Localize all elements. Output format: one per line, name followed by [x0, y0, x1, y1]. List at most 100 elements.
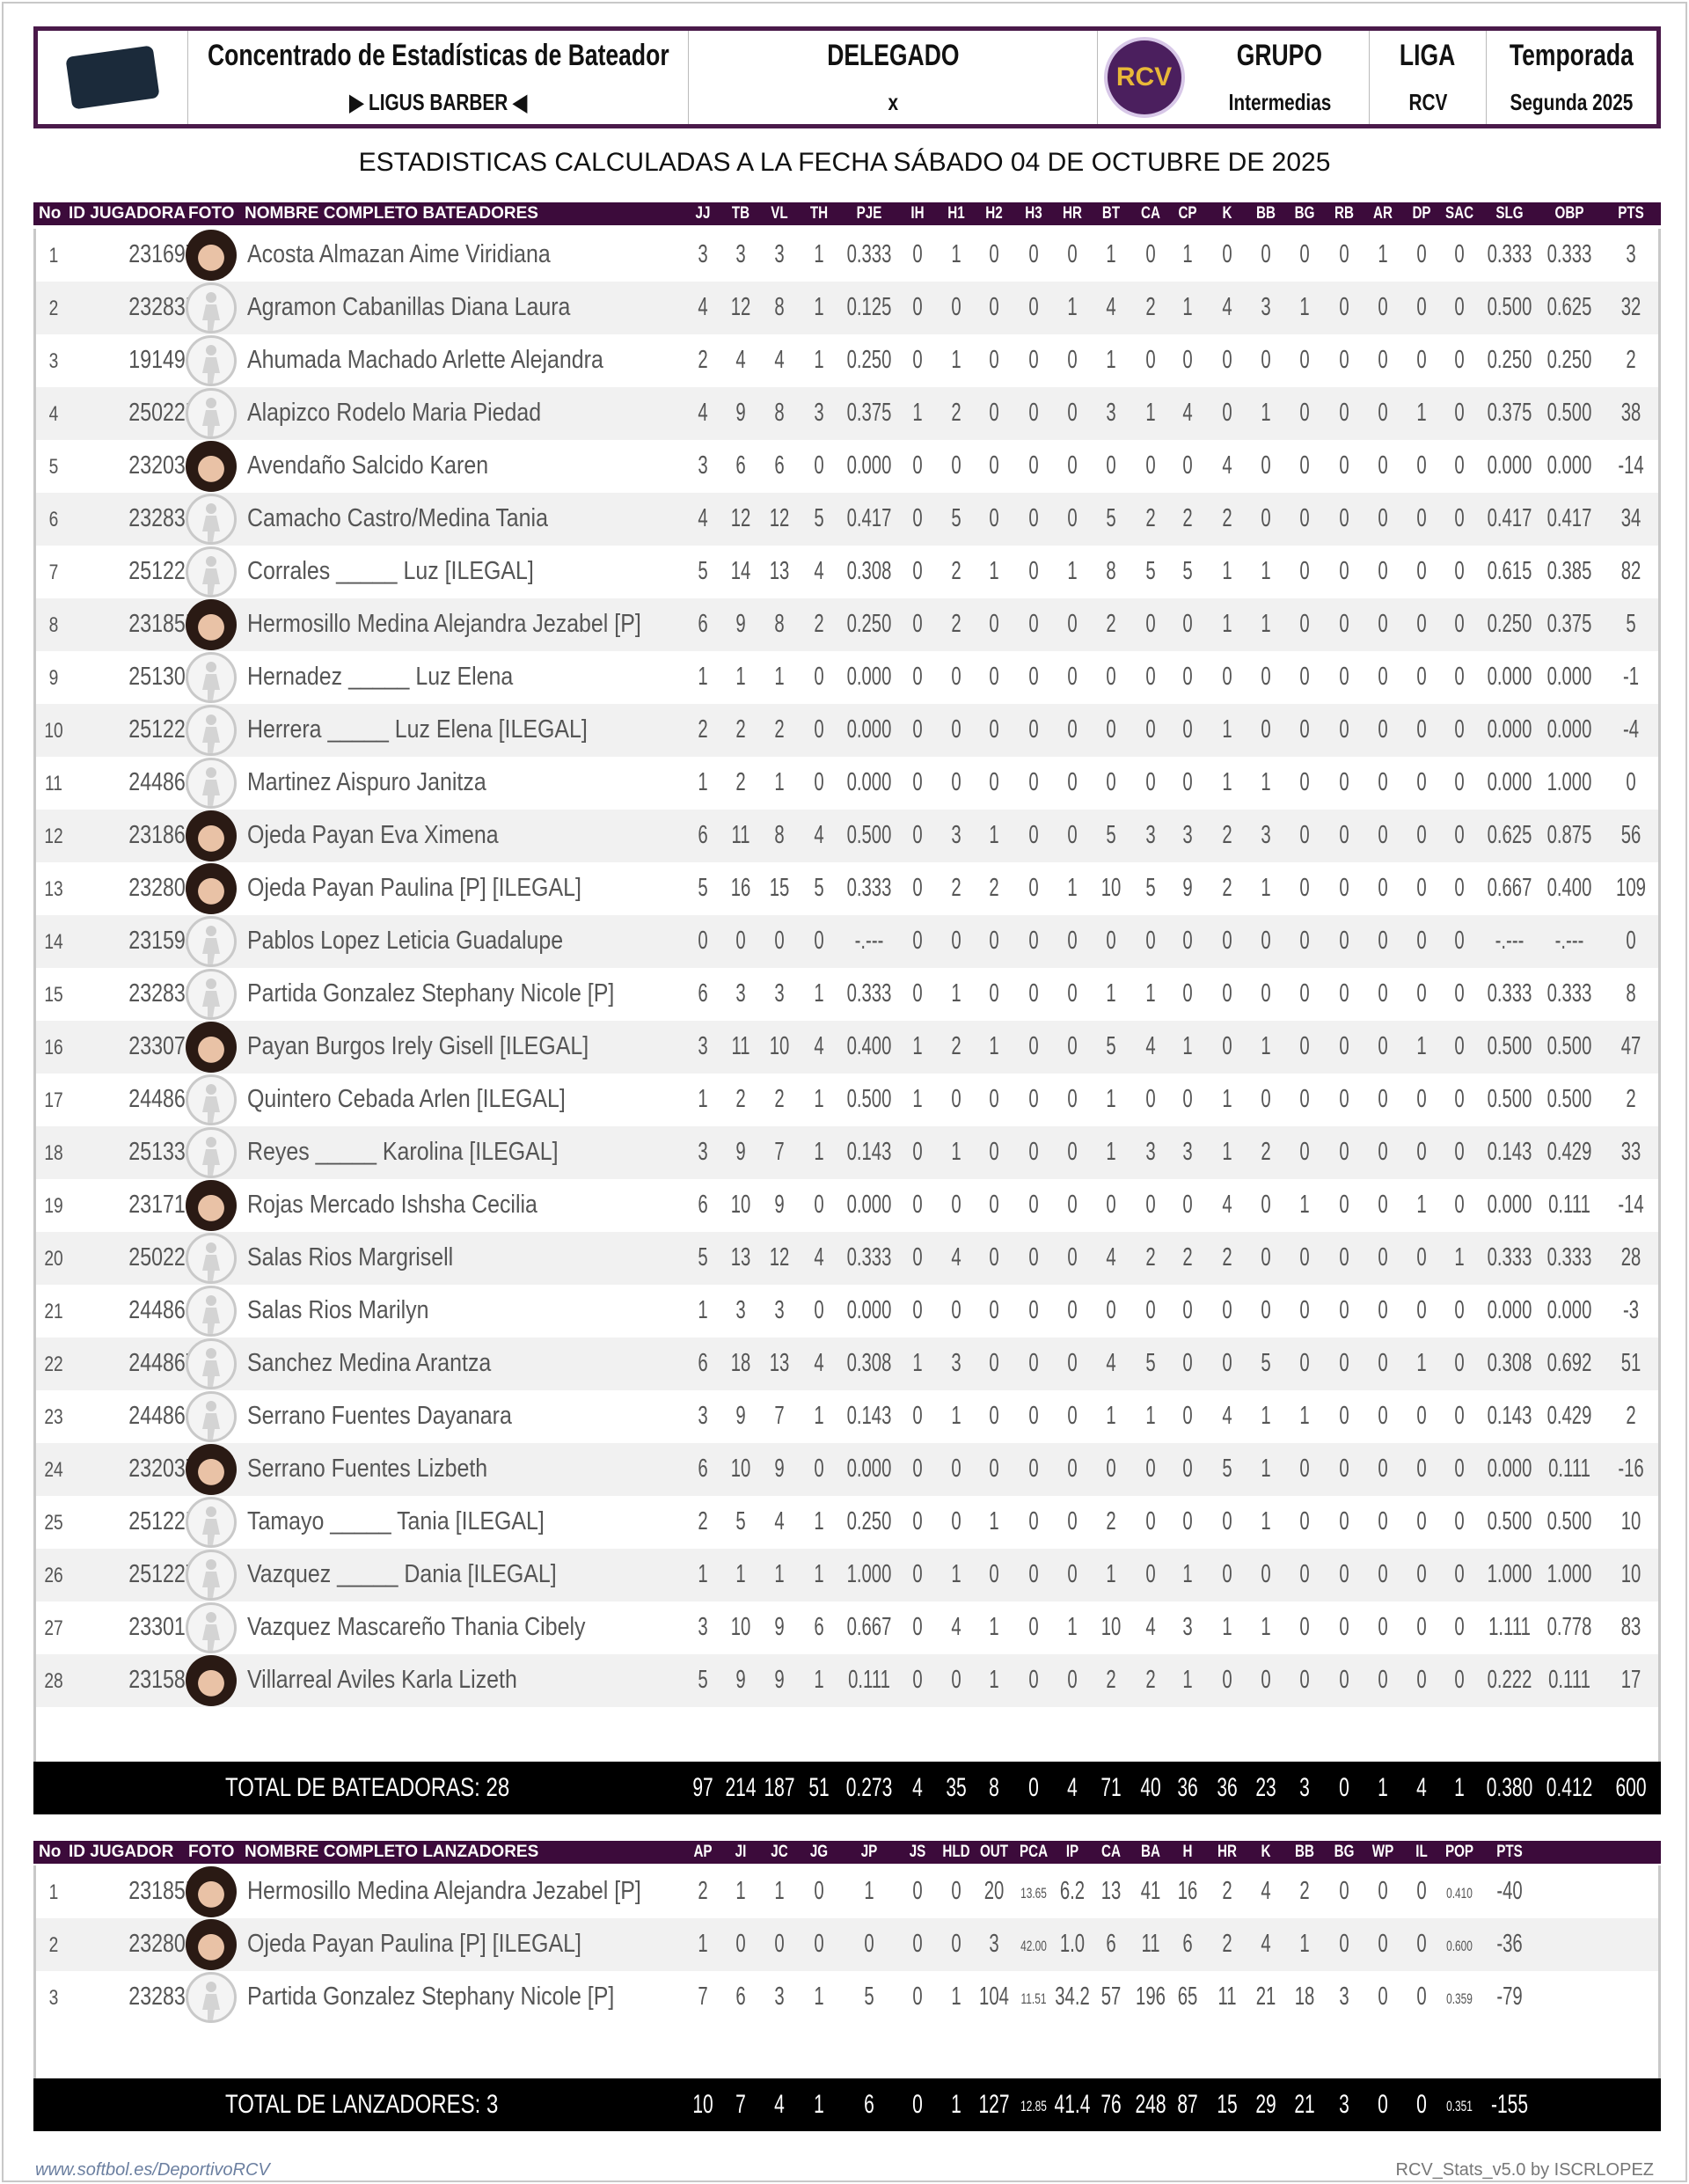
player-photo [186, 1444, 237, 1495]
table-row[interactable]: 7 251226 Corrales _____ Luz [ILEGAL] 5 14 13 4… [36, 546, 1658, 598]
table-row[interactable]: 19 231714 Rojas Mercado Ishsha Cecilia 6 10 9… [36, 1179, 1658, 1232]
footer-link[interactable]: www.softbol.es/DeportivoRCV [35, 2160, 270, 2180]
player-name[interactable]: Ojeda Payan Paulina [P] [ILEGAL] [247, 1930, 581, 1958]
stat-pts: -40 [1496, 1877, 1523, 1905]
table-row[interactable]: 2 232804 Ojeda Payan Paulina [P] [ILEGAL] 1… [36, 1918, 1658, 1971]
table-row[interactable]: 27 233010 Vazquez Mascareño Thania Cibely 3… [36, 1601, 1658, 1654]
table-row[interactable]: 23 244860 Serrano Fuentes Dayanara 3 9 7 1 0.14… [36, 1390, 1658, 1443]
table-row[interactable]: 20 250224 Salas Rios Margrisell 5 13 12 4 0.333… [36, 1232, 1658, 1285]
player-name[interactable]: Salas Rios Margrisell [247, 1243, 454, 1272]
table-row[interactable]: 16 233070 Payan Burgos Irely Gisell [ILEGA… [36, 1021, 1658, 1074]
player-name[interactable]: Camacho Castro/Medina Tania [247, 504, 548, 532]
table-row[interactable]: 8 231855 Hermosillo Medina Alejandra Jezab… [36, 598, 1658, 651]
player-name[interactable]: Tamayo _____ Tania [ILEGAL] [247, 1507, 545, 1535]
stat-sac: 0 [1454, 1507, 1465, 1535]
player-name[interactable]: Acosta Almazan Aime Viridiana [247, 240, 551, 268]
table-row[interactable]: 21 244861 Salas Rios Marilyn 1 3 3 0 0.000 0 0 0 0 0… [36, 1285, 1658, 1338]
player-name[interactable]: Partida Gonzalez Stephany Nicole [P] [247, 1982, 615, 2011]
table-row[interactable]: 18 251330 Reyes _____ Karolina [ILEGAL] 3 9 7… [36, 1126, 1658, 1179]
table-row[interactable]: 28 231589 Villarreal Aviles Karla Lizeth 5 9… [36, 1654, 1658, 1707]
team-name: ▶ LIGUS BARBER ◀ [349, 89, 527, 115]
stat-vl: 12 [769, 504, 790, 532]
stat-ih: 0 [912, 979, 923, 1008]
player-name[interactable]: Salas Rios Marilyn [247, 1296, 429, 1324]
table-row[interactable]: 9 251308 Hernadez _____ Luz Elena 1 1 1 0 0.000… [36, 651, 1658, 704]
player-name[interactable]: Serrano Fuentes Lizbeth [247, 1455, 488, 1483]
player-name[interactable]: Serrano Fuentes Dayanara [247, 1402, 512, 1430]
player-name[interactable]: Agramon Cabanillas Diana Laura [247, 293, 571, 321]
table-row[interactable]: 15 232839 Partida Gonzalez Stephany Nicole… [36, 968, 1658, 1021]
stat-h3: 0 [1028, 821, 1039, 849]
stat-vl: 1 [774, 663, 785, 691]
player-name[interactable]: Reyes _____ Karolina [ILEGAL] [247, 1138, 559, 1166]
table-row[interactable]: 10 251228 Herrera _____ Luz Elena [ILEGAL]… [36, 704, 1658, 757]
table-row[interactable]: 12 231869 Ojeda Payan Eva Ximena 6 11 8 4 0.500… [36, 810, 1658, 862]
stat-ca: 0 [1145, 1507, 1156, 1535]
table-row[interactable]: 26 251227 Vazquez _____ Dania [ILEGAL] 1 1 1 1… [36, 1549, 1658, 1601]
player-name[interactable]: Hermosillo Medina Alejandra Jezabel [P] [247, 610, 641, 638]
stat-h3: 0 [1028, 1138, 1039, 1166]
player-name[interactable]: Corrales _____ Luz [ILEGAL] [247, 557, 534, 585]
stat-vl: 9 [774, 1613, 785, 1641]
table-row[interactable]: 3 232839 Partida Gonzalez Stephany Nicole … [36, 1971, 1658, 2024]
stat-cp: 5 [1182, 557, 1193, 585]
table-row[interactable]: 3 191490 Ahumada Machado Arlette Alejandra… [36, 334, 1658, 387]
player-name[interactable]: Rojas Mercado Ishsha Cecilia [247, 1191, 537, 1219]
player-name[interactable]: Hernadez _____ Luz Elena [247, 663, 514, 691]
table-row[interactable]: 2 232835 Agramon Cabanillas Diana Laura 4 12… [36, 282, 1658, 334]
player-name[interactable]: Partida Gonzalez Stephany Nicole [P] [247, 979, 615, 1008]
player-name[interactable]: Herrera _____ Luz Elena [ILEGAL] [247, 715, 588, 744]
table-row[interactable]: 17 244863 Quintero Cebada Arlen [ILEGAL] 1 2… [36, 1074, 1658, 1126]
stat-bb: 2 [1261, 1138, 1271, 1166]
stat-slg: -.--- [1495, 927, 1524, 955]
player-name[interactable]: Vazquez _____ Dania [ILEGAL] [247, 1560, 557, 1588]
table-row[interactable]: 22 244867 Sanchez Medina Arantza 6 18 13 4 0.30… [36, 1338, 1658, 1390]
stat-cp: 9 [1182, 874, 1193, 902]
player-id: 231697 [128, 240, 197, 268]
table-row[interactable]: 4 250225 Alapizco Rodelo Maria Piedad 4 9 8 3 0… [36, 387, 1658, 440]
stat-hr: 0 [1067, 1507, 1078, 1535]
stat-hr: 0 [1067, 715, 1078, 744]
table-row[interactable]: 1 231855 Hermosillo Medina Alejandra Jezab… [36, 1865, 1658, 1918]
player-name[interactable]: Villarreal Aviles Karla Lizeth [247, 1666, 517, 1694]
player-name[interactable]: Ahumada Machado Arlette Alejandra [247, 346, 603, 374]
player-name[interactable]: Hermosillo Medina Alejandra Jezabel [P] [247, 1877, 641, 1905]
col-header-il: IL [1415, 1843, 1428, 1861]
stat-ca: 0 [1145, 610, 1156, 638]
col-header-k: K [1222, 204, 1232, 223]
table-row[interactable]: 14 231592 Pablos Lopez Leticia Guadalupe 0 0… [36, 915, 1658, 968]
player-name[interactable]: Quintero Cebada Arlen [ILEGAL] [247, 1085, 566, 1113]
stat-vl: 9 [774, 1455, 785, 1483]
row-number: 8 [48, 613, 59, 637]
table-row[interactable]: 25 251225 Tamayo _____ Tania [ILEGAL] 2 5 4 1 0… [36, 1496, 1658, 1549]
player-name[interactable]: Vazquez Mascareño Thania Cibely [247, 1613, 586, 1641]
stat-bg: 1 [1299, 1191, 1310, 1219]
player-name[interactable]: Payan Burgos Irely Gisell [ILEGAL] [247, 1032, 589, 1060]
stat-bg: 1 [1299, 293, 1310, 321]
player-name[interactable]: Ojeda Payan Eva Ximena [247, 821, 499, 849]
player-name[interactable]: Sanchez Medina Arantza [247, 1349, 492, 1377]
player-name[interactable]: Ojeda Payan Paulina [P] [ILEGAL] [247, 874, 581, 902]
stat-cp: 0 [1182, 610, 1193, 638]
col-header-ca: CA [1141, 204, 1160, 223]
table-row[interactable]: 24 232037 Serrano Fuentes Lizbeth 6 10 9 0 0.00… [36, 1443, 1658, 1496]
stat-dp: 1 [1416, 1032, 1427, 1060]
stat-h1: 0 [951, 1296, 961, 1324]
stat-h3: 0 [1028, 557, 1039, 585]
stat-wp: 0 [1378, 1877, 1388, 1905]
table-row[interactable]: 1 231697 Acosta Almazan Aime Viridiana 3 3 3 1… [36, 229, 1658, 282]
table-row[interactable]: 13 232804 Ojeda Payan Paulina [P] [ILEGAL]… [36, 862, 1658, 915]
stat-k: 1 [1222, 1138, 1232, 1166]
player-name[interactable]: Alapizco Rodelo Maria Piedad [247, 399, 542, 427]
stat-pje: 0.000 [846, 1296, 892, 1324]
stat-h1: 2 [951, 874, 961, 902]
table-row[interactable]: 6 232836 Camacho Castro/Medina Tania 4 12 12 5… [36, 493, 1658, 546]
ligus-barber-logo [38, 31, 188, 124]
table-row[interactable]: 11 244862 Martinez Aispuro Janitza 1 2 1 0 0.00… [36, 757, 1658, 810]
stat-ar: 0 [1378, 927, 1388, 955]
player-name[interactable]: Martinez Aispuro Janitza [247, 768, 486, 796]
table-row[interactable]: 5 232032 Avendaño Salcido Karen 3 6 6 0 0.000 0 0… [36, 440, 1658, 493]
player-name[interactable]: Pablos Lopez Leticia Guadalupe [247, 927, 564, 955]
player-name[interactable]: Avendaño Salcido Karen [247, 451, 489, 480]
stat-il: 0 [1416, 1877, 1427, 1905]
